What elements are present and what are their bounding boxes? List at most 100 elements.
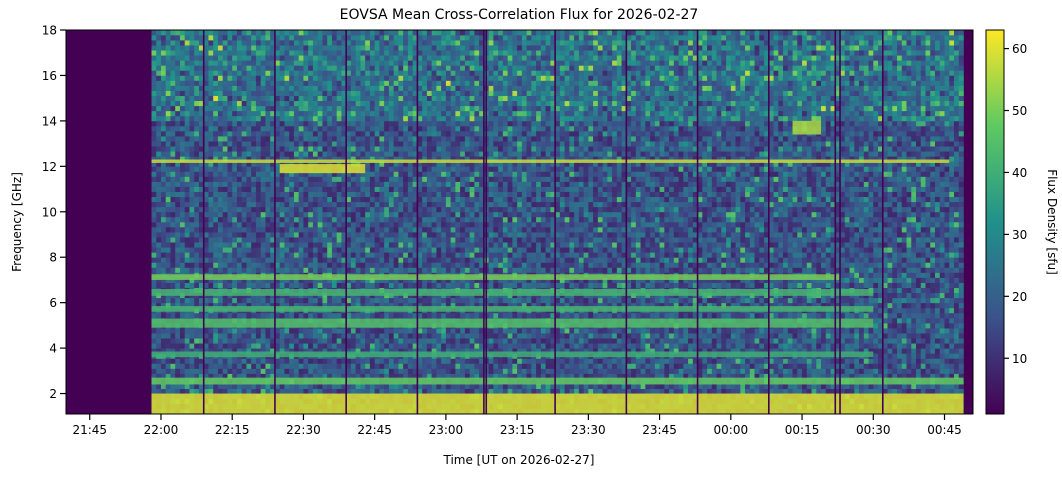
heatmap-cell	[412, 60, 418, 66]
heatmap-cell	[289, 55, 295, 61]
heatmap-cell	[289, 30, 295, 36]
heatmap-cell	[227, 151, 233, 157]
heatmap-cell	[170, 388, 176, 395]
heatmap-cell	[455, 338, 461, 344]
heatmap-cell	[322, 60, 328, 66]
heatmap-cell	[260, 115, 266, 122]
heatmap-cell	[175, 257, 181, 263]
heatmap-cell	[403, 368, 409, 374]
heatmap-cell	[208, 282, 214, 288]
heatmap-cell	[255, 176, 261, 182]
heatmap-cell	[403, 222, 409, 228]
heatmap-cell	[412, 110, 418, 117]
heatmap-cell	[341, 141, 347, 147]
heatmap-cell	[303, 358, 309, 364]
heatmap-cell	[184, 75, 190, 81]
heatmap-cell	[379, 30, 385, 36]
heatmap-cell	[170, 95, 176, 102]
heatmap-cell	[346, 206, 352, 213]
heatmap-cell	[298, 211, 304, 218]
heatmap-cell	[388, 146, 394, 152]
heatmap-cell	[222, 80, 228, 86]
heatmap-cell	[403, 105, 409, 112]
heatmap-cell	[460, 176, 466, 182]
heatmap-cell	[222, 136, 228, 142]
heatmap-cell	[355, 363, 361, 369]
heatmap-cell	[232, 146, 238, 152]
heatmap-cell	[331, 277, 337, 283]
heatmap-cell	[184, 262, 190, 268]
heatmap-cell	[232, 191, 238, 198]
heatmap-cell	[341, 45, 347, 51]
heatmap-cell	[403, 85, 409, 91]
heatmap-cell	[445, 90, 451, 96]
heatmap-cell	[165, 40, 171, 46]
heatmap-cell	[312, 136, 318, 142]
heatmap-cell	[203, 131, 209, 137]
heatmap-cell	[455, 302, 461, 309]
heatmap-cell	[308, 252, 314, 258]
heatmap-cell	[350, 30, 356, 36]
heatmap-cell	[379, 363, 385, 369]
heatmap-cell	[412, 333, 418, 339]
heatmap-cell	[312, 297, 318, 304]
heatmap-cell	[227, 363, 233, 369]
heatmap-cell	[151, 277, 157, 283]
heatmap-cell	[274, 242, 280, 248]
heatmap-cell	[403, 257, 409, 263]
heatmap-cell	[255, 115, 261, 122]
heatmap-cell	[388, 166, 394, 172]
heatmap-cell	[170, 373, 176, 379]
heatmap-cell	[365, 176, 371, 182]
heatmap-cell	[431, 85, 437, 91]
heatmap-cell	[227, 267, 233, 273]
heatmap-cell	[431, 257, 437, 263]
heatmap-cell	[255, 75, 261, 81]
heatmap-cell	[312, 201, 318, 208]
heatmap-cell	[156, 176, 162, 182]
heatmap-cell	[284, 333, 290, 339]
heatmap-cell	[227, 333, 233, 339]
heatmap-cell	[227, 141, 233, 147]
heatmap-cell	[441, 131, 447, 137]
heatmap-cell	[251, 146, 257, 152]
heatmap-cell	[450, 373, 456, 379]
heatmap-cell	[360, 176, 366, 182]
heatmap-cell	[417, 90, 423, 96]
heatmap-cell	[379, 328, 385, 334]
heatmap-cell	[236, 95, 242, 102]
heatmap-cell	[232, 338, 238, 344]
heatmap-cell	[179, 368, 186, 374]
heatmap-cell	[198, 237, 205, 243]
heatmap-cell	[426, 75, 432, 81]
heatmap-cell	[170, 206, 176, 213]
heatmap-cell	[265, 211, 271, 218]
heatmap-cell	[369, 388, 375, 395]
heatmap-cell	[412, 237, 418, 243]
heatmap-cell	[312, 75, 318, 81]
heatmap-cell	[436, 100, 442, 107]
heatmap-cell	[251, 388, 257, 395]
heatmap-cell	[170, 247, 176, 253]
heatmap-cell	[445, 50, 451, 56]
heatmap-cell	[398, 126, 404, 132]
heatmap-cell	[384, 252, 390, 258]
heatmap-cell	[398, 146, 404, 152]
heatmap-cell	[412, 242, 418, 248]
heatmap-cell	[213, 95, 219, 102]
heatmap-cell	[336, 191, 342, 198]
heatmap-cell	[412, 211, 418, 218]
heatmap-cell	[208, 302, 214, 309]
heatmap-cell	[308, 161, 314, 167]
heatmap-cell	[374, 232, 380, 238]
heatmap-cell	[431, 75, 437, 81]
heatmap-cell	[251, 247, 257, 253]
heatmap-cell	[441, 141, 447, 147]
heatmap-cell	[270, 45, 276, 51]
heatmap-cell	[393, 277, 399, 283]
heatmap-cell	[398, 105, 404, 112]
heatmap-cell	[388, 100, 394, 107]
heatmap-cell	[403, 131, 409, 137]
heatmap-cell	[251, 328, 257, 334]
heatmap-cell	[407, 373, 413, 379]
